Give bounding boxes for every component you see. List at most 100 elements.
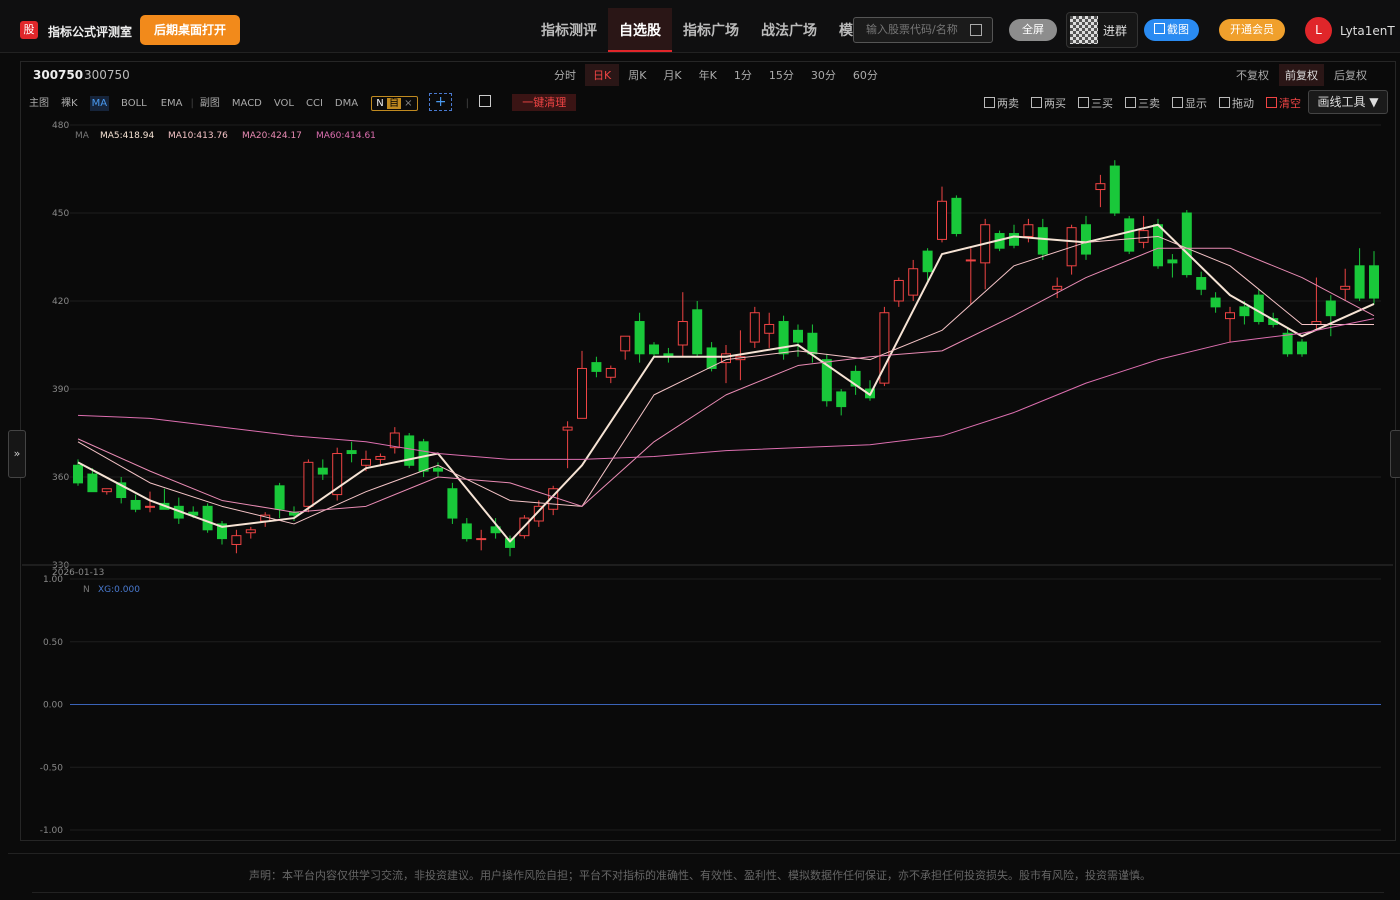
- candle-body: [1253, 294, 1264, 323]
- fullscreen-button[interactable]: 全屏: [1009, 19, 1057, 41]
- candle-body: [375, 455, 386, 460]
- candle-body: [274, 485, 285, 510]
- signal-toggle[interactable]: 清空: [1266, 97, 1301, 110]
- side-toggle[interactable]: »: [8, 430, 26, 478]
- signal-toggle[interactable]: 拖动: [1219, 97, 1254, 110]
- sub-indicator[interactable]: VOL: [273, 98, 294, 109]
- period-tab[interactable]: 分时: [554, 69, 576, 82]
- sub-indicator[interactable]: DMA: [334, 98, 359, 109]
- group-button[interactable]: 进群: [1066, 12, 1138, 48]
- clear-button[interactable]: 一键清理: [512, 94, 577, 111]
- nav-item[interactable]: 模拟盘: [839, 23, 855, 39]
- footer-rule: [8, 853, 1400, 854]
- sub-legend: XG:0.000: [98, 585, 140, 595]
- nav-item[interactable]: 指标广场: [683, 23, 739, 39]
- adjust-tab[interactable]: 不复权: [1236, 69, 1269, 82]
- adjust-tab[interactable]: 后复权: [1334, 69, 1367, 82]
- main-indicator[interactable]: MA: [89, 96, 110, 111]
- side-toggle-right[interactable]: [1390, 430, 1400, 478]
- candle-body: [533, 505, 544, 522]
- main-label: 主图: [29, 98, 49, 109]
- legend-entry: MA20:424.17: [242, 131, 302, 141]
- candle-body: [101, 488, 112, 493]
- candle-body: [1109, 165, 1120, 214]
- candle-body: [303, 461, 314, 507]
- candle-body: [361, 458, 371, 466]
- draw-tool-button[interactable]: 画线工具 ▼: [1308, 90, 1388, 114]
- signal-toggle[interactable]: 显示: [1172, 97, 1207, 110]
- candle-body: [1340, 285, 1351, 290]
- candle-body: [677, 321, 688, 346]
- sub-indicator[interactable]: CCI: [306, 98, 323, 109]
- stock-code: 300750: [33, 68, 84, 82]
- candle-body: [461, 523, 472, 540]
- candle-body: [1023, 224, 1034, 237]
- period-tab[interactable]: 年K: [698, 69, 717, 82]
- period-tab[interactable]: 月K: [663, 69, 682, 82]
- period-tab[interactable]: 日K: [585, 64, 620, 86]
- y-tick-label: 390: [52, 385, 69, 395]
- add-indicator[interactable]: +: [428, 93, 453, 111]
- nav-item[interactable]: 战法广场: [761, 23, 817, 39]
- site-title: 指标公式评测室: [48, 25, 133, 39]
- candle-body: [332, 453, 343, 496]
- candle-body: [620, 335, 631, 352]
- avatar[interactable]: L: [1305, 17, 1332, 44]
- period-tab[interactable]: 周K: [628, 69, 647, 82]
- main-indicator[interactable]: EMA: [160, 98, 183, 109]
- vip-button[interactable]: 开通会员: [1219, 19, 1285, 41]
- nav-item[interactable]: 自选股: [608, 8, 672, 52]
- signal-toggle[interactable]: 两买: [1031, 97, 1066, 110]
- signal-toggle[interactable]: 三卖: [1125, 97, 1160, 110]
- candle-body: [692, 309, 703, 355]
- signal-toggle[interactable]: 三买: [1078, 97, 1113, 110]
- period-tabs: 分时 日K 周K 月K 年K 1分 15分 30分 60分: [546, 64, 887, 86]
- candle-body: [1138, 230, 1149, 243]
- candle-body: [317, 467, 328, 475]
- main-indicator[interactable]: BOLL: [121, 98, 147, 109]
- sub-indicator[interactable]: MACD: [231, 98, 262, 109]
- candle-body: [505, 538, 515, 548]
- period-tab[interactable]: 30分: [810, 69, 836, 82]
- candle-body: [1052, 285, 1063, 290]
- open-desktop-button[interactable]: 后期桌面打开: [140, 15, 240, 45]
- main-indicator[interactable]: 裸K: [61, 98, 78, 109]
- sub-y-tick-label: -1.00: [40, 826, 64, 836]
- tag-self: 自: [386, 98, 401, 109]
- candle-body: [1081, 224, 1091, 255]
- y-tick-label: 450: [52, 209, 69, 219]
- signal-toggle[interactable]: 两卖: [984, 97, 1019, 110]
- candle-body: [433, 467, 443, 472]
- period-tab[interactable]: 15分: [768, 69, 794, 82]
- candle-body: [649, 344, 659, 355]
- period-tab[interactable]: 60分: [852, 69, 878, 82]
- candle-body: [721, 353, 731, 364]
- sub-y-tick-label: 1.00: [43, 575, 63, 585]
- candle-body: [217, 523, 227, 540]
- chart-panel: [20, 61, 1396, 841]
- candle-body: [605, 367, 616, 378]
- candle-body: [1037, 227, 1048, 255]
- candle-body: [749, 312, 760, 343]
- candle-body: [389, 432, 400, 449]
- sub-y-tick-label: 0.50: [43, 638, 63, 648]
- period-tab[interactable]: 1分: [733, 69, 752, 82]
- screenshot-label: 截图: [1167, 23, 1189, 36]
- tag-name: N: [376, 98, 384, 109]
- adjust-tab[interactable]: 前复权: [1279, 64, 1324, 86]
- screenshot-button[interactable]: 截图: [1144, 19, 1199, 41]
- candle-body: [951, 197, 962, 235]
- indicator-tag[interactable]: N 自 ×: [371, 96, 418, 111]
- candle-body: [116, 482, 127, 499]
- nav-item[interactable]: 指标测评: [541, 23, 597, 39]
- adjust-tabs: 不复权 前复权 后复权: [1230, 64, 1377, 86]
- search-box[interactable]: 输入股票代码/名称: [853, 17, 993, 43]
- candle-body: [548, 488, 559, 510]
- signal-label: 三卖: [1138, 97, 1160, 110]
- ma-line: [77, 318, 1375, 460]
- candle-body: [73, 464, 83, 484]
- sub-y-tick-label: 0.00: [43, 701, 63, 711]
- search-placeholder: 输入股票代码/名称: [866, 23, 958, 36]
